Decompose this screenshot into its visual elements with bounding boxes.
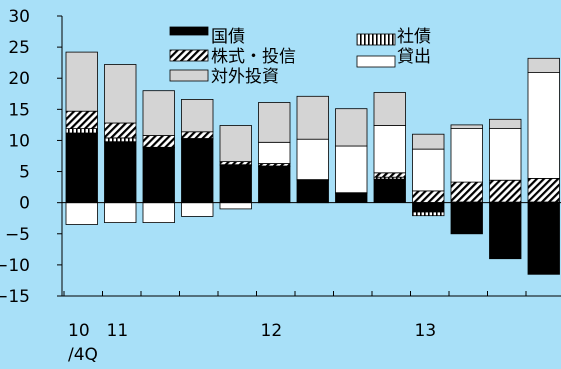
legend-label-2: 社債	[397, 27, 431, 47]
bar-segment-4-9	[373, 125, 406, 174]
bar-segment-5-6	[258, 102, 291, 143]
y-tick-label: 10	[8, 131, 30, 151]
x-tick-label: 13	[415, 321, 437, 341]
bar-segment-1-4	[181, 138, 214, 204]
x-tick-label: 10	[68, 321, 90, 341]
y-tick-label: −10	[0, 256, 30, 276]
bar-segment-5-3	[142, 90, 175, 136]
legend-label-1: 国債	[211, 27, 245, 47]
y-tick-label: 15	[8, 100, 30, 120]
y-tick-label: 25	[8, 38, 30, 58]
bar-segment-5-10	[412, 133, 445, 150]
axes-layer: −15 −10 −5 0 5 10 15 20 25 30 10/4Q 11 12 13	[0, 7, 561, 365]
bar-segment-1-3	[142, 147, 175, 204]
legend-swatch-3	[169, 49, 209, 62]
bar-segment-5-5	[219, 125, 252, 162]
bar-segment-3-10	[412, 190, 445, 204]
y-tick-label: −15	[0, 287, 30, 307]
bar-segment-5-8	[335, 108, 368, 147]
y-tick-label: 30	[8, 7, 30, 27]
bar-segment-2-2	[104, 137, 137, 143]
bar-segment-5-12	[489, 118, 522, 130]
bar-segment-1-6	[258, 166, 291, 204]
bar-segment-4-8	[335, 145, 368, 194]
x-tick-label: 12	[261, 321, 283, 341]
bar-segment-1-11	[450, 202, 483, 235]
legend-swatch-2	[356, 33, 396, 46]
bar-segment-4-12	[489, 128, 522, 181]
legend-swatch-1	[169, 26, 209, 36]
x-tick-label: /4Q	[68, 345, 98, 365]
bar-segment-5-9	[373, 92, 406, 126]
bar-segment-4-13	[527, 72, 560, 179]
bar-segment-3-12	[489, 179, 522, 203]
bar-segment-4-3	[142, 202, 175, 223]
bar-segment-3-1	[65, 110, 98, 129]
bar-segment-1-8	[335, 192, 368, 204]
bars-layer	[65, 51, 560, 275]
bar-segment-3-2	[104, 122, 137, 139]
bar-segment-2-10	[412, 211, 445, 217]
bar-segment-1-1	[65, 132, 98, 204]
legend-label-3: 株式・投信	[211, 47, 296, 67]
bar-segment-4-10	[412, 148, 445, 192]
y-tick-label: 0	[19, 194, 30, 214]
bar-segment-4-11	[450, 128, 483, 183]
bar-segment-1-5	[219, 164, 252, 204]
legend-swatch-4	[356, 55, 396, 68]
bar-segment-4-6	[258, 141, 291, 164]
bar-segment-4-5	[219, 202, 252, 210]
bar-segment-5-2	[104, 64, 137, 124]
y-tick-label: 5	[19, 163, 30, 183]
legend-label-4: 貸出	[397, 47, 431, 67]
bar-segment-4-7	[296, 138, 329, 180]
bar-segment-1-2	[104, 141, 137, 204]
bar-segment-3-3	[142, 135, 175, 148]
bar-segment-5-4	[181, 99, 214, 133]
legend-label-5: 対外投資	[211, 67, 279, 87]
bar-segment-1-7	[296, 179, 329, 204]
bar-segment-3-5	[219, 161, 252, 166]
bar-segment-5-7	[296, 95, 329, 140]
y-tick-label: −5	[5, 225, 30, 245]
legend-swatch-5	[169, 69, 209, 82]
bar-segment-3-11	[450, 181, 483, 203]
bar-segment-3-13	[527, 177, 560, 203]
bar-segment-1-10	[412, 202, 445, 213]
bar-segment-3-4	[181, 131, 214, 139]
x-tick-label: 11	[107, 321, 129, 341]
bar-segment-4-2	[104, 202, 137, 223]
bar-segment-3-9	[373, 172, 406, 178]
bar-segment-1-9	[373, 178, 406, 204]
y-tick-label: 20	[8, 69, 30, 89]
bar-segment-4-4	[181, 202, 214, 217]
bar-segment-5-11	[450, 124, 483, 130]
bar-segment-5-13	[527, 57, 560, 73]
bar-segment-1-12	[489, 202, 522, 260]
bar-segment-1-13	[527, 202, 560, 275]
bar-segment-4-1	[65, 202, 98, 225]
bar-segment-2-1	[65, 128, 98, 134]
bar-segment-5-1	[65, 51, 98, 112]
